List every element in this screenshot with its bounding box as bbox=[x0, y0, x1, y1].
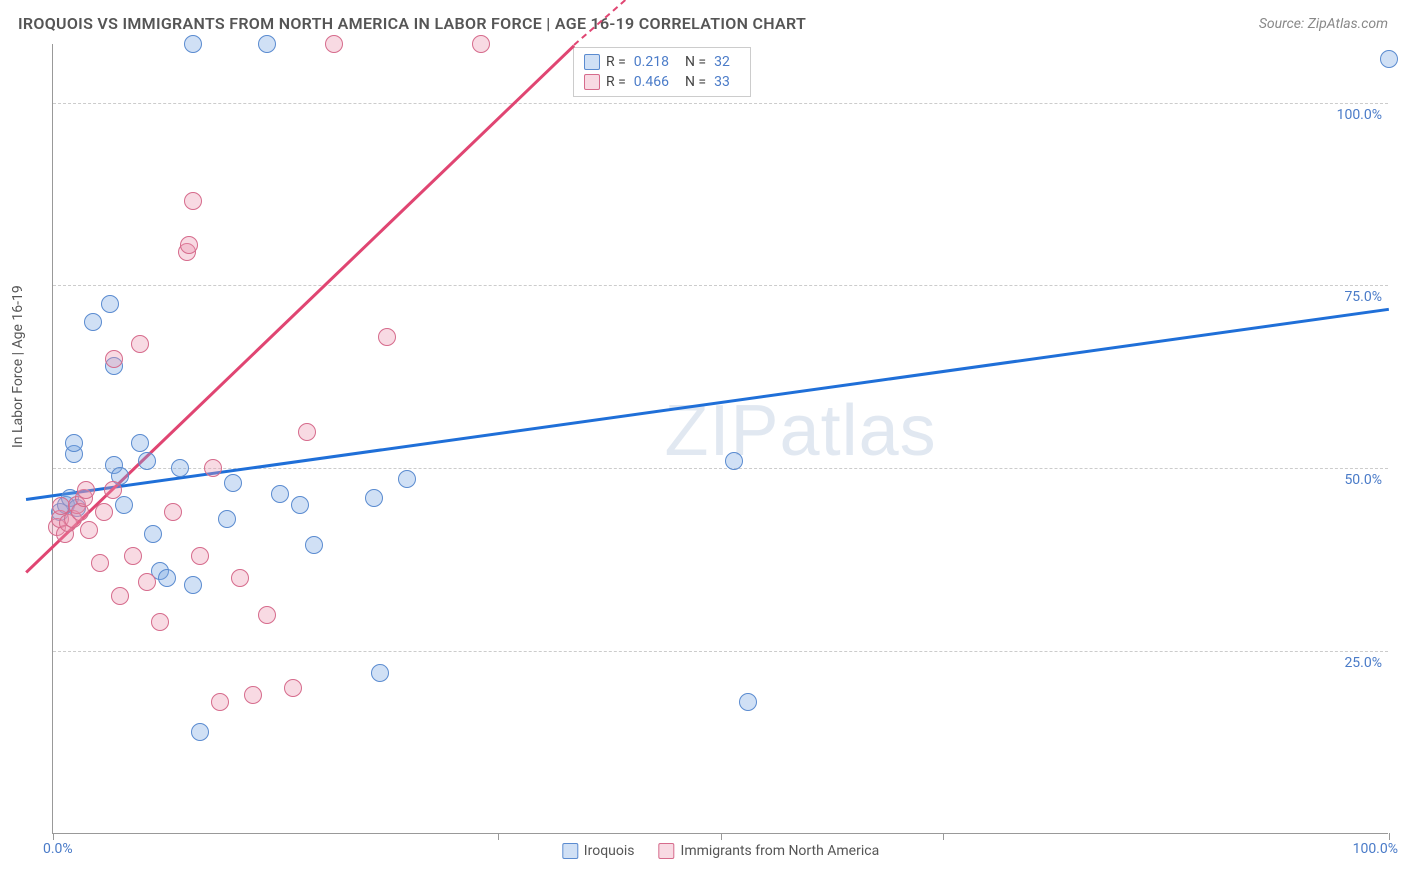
y-axis-title: In Labor Force | Age 16-19 bbox=[10, 285, 26, 448]
scatter-point bbox=[231, 569, 249, 587]
scatter-point bbox=[95, 503, 113, 521]
n-value: 32 bbox=[714, 54, 730, 70]
stats-box: R = 0.218 N = 32 R = 0.466 N = 33 bbox=[573, 47, 751, 97]
scatter-point bbox=[65, 434, 83, 452]
stats-marker-icon bbox=[584, 74, 600, 90]
scatter-point bbox=[131, 335, 149, 353]
watermark-atlas: atlas bbox=[780, 391, 937, 471]
scatter-point bbox=[138, 573, 156, 591]
gridline-horizontal bbox=[53, 651, 1388, 652]
legend-label: Immigrants from North America bbox=[681, 843, 880, 859]
stats-marker-icon bbox=[584, 54, 600, 70]
scatter-point bbox=[1380, 50, 1398, 68]
scatter-point bbox=[171, 459, 189, 477]
scatter-point bbox=[472, 35, 490, 53]
x-axis-min-label: 0.0% bbox=[43, 841, 73, 857]
legend-marker-icon bbox=[562, 843, 578, 859]
scatter-point bbox=[258, 606, 276, 624]
scatter-point bbox=[184, 35, 202, 53]
x-axis-max-label: 100.0% bbox=[1353, 841, 1398, 857]
scatter-point bbox=[224, 474, 242, 492]
scatter-point bbox=[91, 554, 109, 572]
scatter-point bbox=[158, 569, 176, 587]
scatter-point bbox=[84, 313, 102, 331]
scatter-point bbox=[184, 192, 202, 210]
scatter-point bbox=[115, 496, 133, 514]
y-axis-tick-label: 50.0% bbox=[1344, 472, 1382, 488]
scatter-point bbox=[105, 350, 123, 368]
chart-title: IROQUOIS VS IMMIGRANTS FROM NORTH AMERIC… bbox=[18, 14, 806, 33]
scatter-point bbox=[104, 481, 122, 499]
scatter-point bbox=[191, 723, 209, 741]
y-axis-tick-label: 100.0% bbox=[1337, 107, 1382, 123]
chart-source: Source: ZipAtlas.com bbox=[1259, 16, 1388, 32]
stats-row: R = 0.466 N = 33 bbox=[584, 72, 740, 92]
scatter-point bbox=[371, 664, 389, 682]
n-value: 33 bbox=[714, 74, 730, 90]
x-axis-tick bbox=[498, 833, 499, 840]
r-label: R = bbox=[606, 74, 626, 90]
scatter-point bbox=[291, 496, 309, 514]
scatter-point bbox=[144, 525, 162, 543]
scatter-point bbox=[204, 459, 222, 477]
scatter-point bbox=[305, 536, 323, 554]
scatter-point bbox=[284, 679, 302, 697]
scatter-point bbox=[258, 35, 276, 53]
r-label: R = bbox=[606, 54, 626, 70]
r-value: 0.466 bbox=[634, 74, 669, 90]
plot-area: ZIPatlas R = 0.218 N = 32 R = 0.466 N = … bbox=[52, 44, 1388, 834]
scatter-point bbox=[80, 521, 98, 539]
x-axis-tick bbox=[1389, 833, 1390, 840]
legend-item: Iroquois bbox=[562, 843, 635, 859]
scatter-point bbox=[365, 489, 383, 507]
scatter-point bbox=[211, 693, 229, 711]
gridline-horizontal bbox=[53, 103, 1388, 104]
scatter-point bbox=[101, 295, 119, 313]
correlation-chart: IROQUOIS VS IMMIGRANTS FROM NORTH AMERIC… bbox=[0, 0, 1406, 892]
scatter-point bbox=[77, 481, 95, 499]
scatter-point bbox=[378, 328, 396, 346]
n-label: N = bbox=[685, 74, 706, 90]
legend-item: Immigrants from North America bbox=[659, 843, 880, 859]
scatter-point bbox=[271, 485, 289, 503]
r-value: 0.218 bbox=[634, 54, 669, 70]
scatter-point bbox=[739, 693, 757, 711]
y-axis-tick-label: 75.0% bbox=[1344, 289, 1382, 305]
scatter-point bbox=[191, 547, 209, 565]
scatter-point bbox=[725, 452, 743, 470]
legend: Iroquois Immigrants from North America bbox=[562, 843, 879, 859]
n-label: N = bbox=[685, 54, 706, 70]
stats-row: R = 0.218 N = 32 bbox=[584, 52, 740, 72]
x-axis-tick bbox=[943, 833, 944, 840]
x-axis-tick bbox=[53, 833, 54, 840]
chart-header: IROQUOIS VS IMMIGRANTS FROM NORTH AMERIC… bbox=[18, 14, 1388, 33]
y-axis-tick-label: 25.0% bbox=[1344, 655, 1382, 671]
gridline-horizontal bbox=[53, 285, 1388, 286]
scatter-point bbox=[138, 452, 156, 470]
scatter-point bbox=[398, 470, 416, 488]
scatter-point bbox=[244, 686, 262, 704]
scatter-point bbox=[184, 576, 202, 594]
scatter-point bbox=[218, 510, 236, 528]
watermark: ZIPatlas bbox=[665, 390, 937, 472]
scatter-point bbox=[164, 503, 182, 521]
scatter-point bbox=[298, 423, 316, 441]
legend-marker-icon bbox=[659, 843, 675, 859]
scatter-point bbox=[124, 547, 142, 565]
scatter-point bbox=[325, 35, 343, 53]
scatter-point bbox=[131, 434, 149, 452]
legend-label: Iroquois bbox=[584, 843, 635, 859]
scatter-point bbox=[180, 236, 198, 254]
scatter-point bbox=[111, 587, 129, 605]
regression-line bbox=[26, 307, 1389, 500]
scatter-point bbox=[151, 613, 169, 631]
x-axis-tick bbox=[721, 833, 722, 840]
